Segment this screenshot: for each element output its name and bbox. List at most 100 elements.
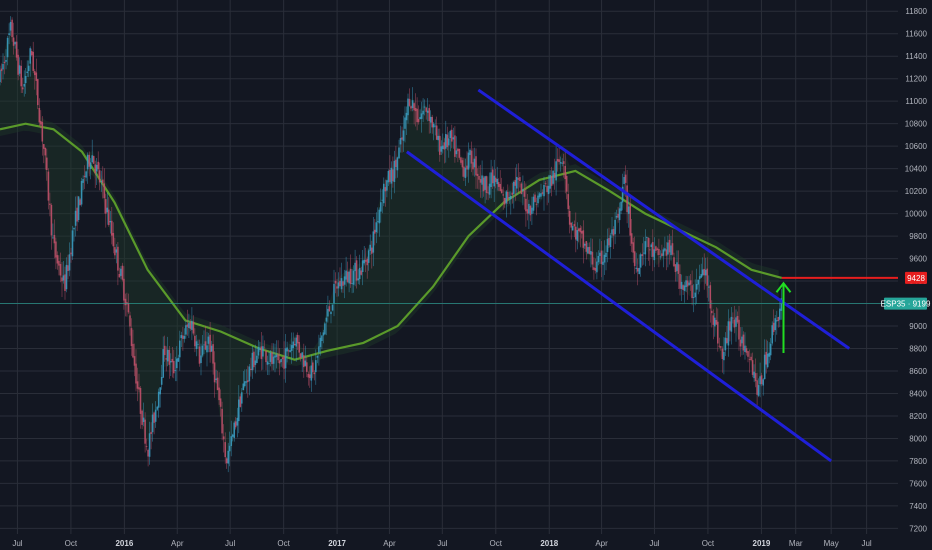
candle-body xyxy=(295,337,297,347)
candle-body xyxy=(173,361,175,374)
y-tick-label: 8200 xyxy=(909,412,927,421)
candle-body xyxy=(189,322,192,329)
candle-body xyxy=(0,70,1,83)
candle-body xyxy=(120,268,122,276)
candle-body xyxy=(346,271,349,282)
candle-body xyxy=(723,351,725,361)
price-axis-panel[interactable] xyxy=(898,0,932,534)
x-tick-label: May xyxy=(824,539,839,548)
candle-body xyxy=(151,414,154,433)
candle-body xyxy=(381,199,384,201)
candle-body xyxy=(304,360,307,366)
candle-body xyxy=(759,376,761,385)
candle-body xyxy=(95,164,98,172)
candle-body xyxy=(665,249,668,256)
candle-body xyxy=(641,254,644,256)
candle-body xyxy=(652,242,654,257)
candle-body xyxy=(529,205,532,216)
candle-body xyxy=(423,106,426,108)
candle-body xyxy=(455,150,458,155)
candle-body xyxy=(27,65,30,71)
candle-body xyxy=(100,181,103,182)
candle-body xyxy=(517,178,520,180)
candle-body xyxy=(355,260,358,281)
candle-body xyxy=(476,173,479,176)
candle-body xyxy=(133,356,136,366)
candle-body xyxy=(342,281,344,286)
candle-body xyxy=(686,280,689,287)
candle-body xyxy=(399,138,402,145)
candle-body xyxy=(46,157,48,170)
candle-body xyxy=(507,191,509,200)
candle-body xyxy=(546,185,548,193)
candle-body xyxy=(215,378,217,380)
candle-body xyxy=(40,120,42,125)
candle-body xyxy=(124,298,127,306)
candle-body xyxy=(461,160,464,168)
candle-body xyxy=(643,252,645,254)
x-tick-label: Oct xyxy=(277,539,290,548)
x-tick-label: Jul xyxy=(225,539,235,548)
candle-body xyxy=(649,249,651,251)
candle-body xyxy=(490,172,492,187)
candle-body xyxy=(420,113,423,119)
candle-body xyxy=(200,355,202,363)
candle-body xyxy=(576,230,579,241)
candle-body xyxy=(487,192,489,194)
candle-body xyxy=(179,340,181,358)
candle-body xyxy=(180,335,183,339)
candle-body xyxy=(228,445,231,452)
candle-body xyxy=(387,171,390,183)
candle-body xyxy=(510,195,512,200)
candle-body xyxy=(241,392,243,404)
candle-body xyxy=(278,360,281,364)
candle-body xyxy=(575,226,577,240)
candle-body xyxy=(726,338,728,343)
x-tick-label: Jul xyxy=(649,539,659,548)
candle-body xyxy=(316,355,319,358)
y-tick-label: 8000 xyxy=(909,434,927,443)
candle-body xyxy=(44,147,47,156)
candle-body xyxy=(213,362,216,383)
candle-body xyxy=(219,398,222,407)
candle-body xyxy=(729,321,731,331)
candle-body xyxy=(709,285,712,309)
candle-body xyxy=(266,361,269,365)
candle-body xyxy=(751,360,754,375)
candle-body xyxy=(662,249,665,256)
candle-body xyxy=(74,210,77,226)
candle-body xyxy=(254,360,257,365)
candle-body xyxy=(236,417,239,426)
candle-body xyxy=(488,183,491,195)
candle-body xyxy=(306,362,308,372)
candle-body xyxy=(330,311,332,315)
candle-body xyxy=(414,108,417,112)
candle-body xyxy=(343,276,346,285)
candle-body xyxy=(603,254,606,263)
candle-body xyxy=(204,341,207,350)
candle-body xyxy=(358,267,361,280)
x-tick-label: Apr xyxy=(595,539,608,548)
channel-lower-line[interactable] xyxy=(405,150,833,463)
x-tick-label: Mar xyxy=(789,539,803,548)
time-axis[interactable]: Jul Oct 2016 Apr Jul Oct 2017 Apr Jul Oct 2018 Apr J… xyxy=(12,539,872,548)
drawing-overlay[interactable] xyxy=(0,88,898,463)
candle-body xyxy=(9,22,12,31)
channel-upper-line[interactable] xyxy=(477,88,851,350)
candle-body xyxy=(94,164,96,174)
candle-body xyxy=(771,325,773,344)
candle-body xyxy=(351,283,353,284)
candle-body xyxy=(127,303,130,313)
candle-body xyxy=(245,381,248,383)
candle-body xyxy=(779,308,781,320)
candle-body xyxy=(244,381,246,387)
candle-body xyxy=(136,381,139,389)
candle-body xyxy=(466,165,468,170)
candle-body xyxy=(656,248,659,250)
candle-body xyxy=(85,171,87,178)
candle-body xyxy=(324,323,326,335)
candle-body xyxy=(635,267,637,269)
candle-body xyxy=(357,278,359,281)
candle-body xyxy=(286,347,288,352)
